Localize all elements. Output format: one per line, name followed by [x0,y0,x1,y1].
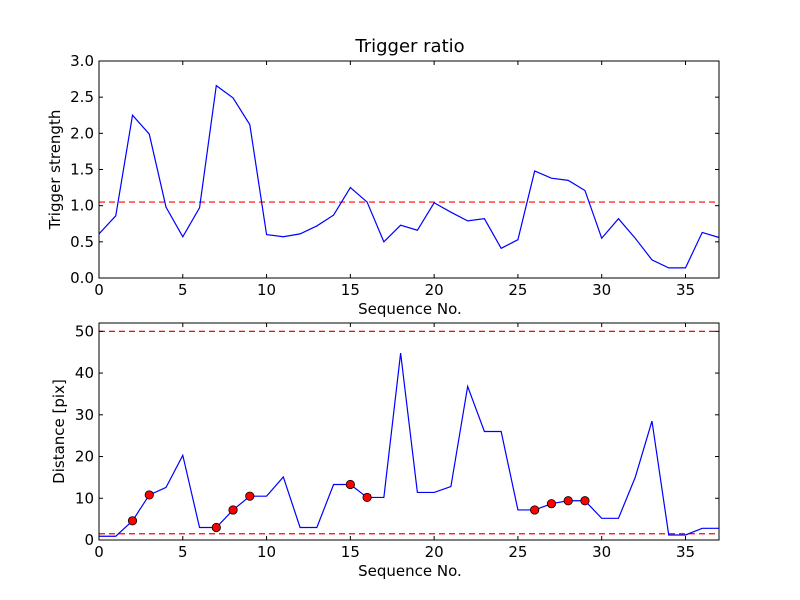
y-axis-label: Trigger strength [46,110,64,231]
y-tick-label: 2.5 [70,88,94,106]
x-tick-label: 20 [425,543,444,561]
y-tick-label: 0 [84,531,94,549]
x-tick-label: 5 [178,281,188,299]
distance-plot: 0 5 10 15 20 25 30 35 0 10 20 30 40 50 Sequence No. D… [50,322,720,580]
data-point-marker [563,496,573,506]
y-tick-label: 2.0 [70,124,94,142]
series-line [98,84,720,269]
trigger-ratio-axes-frame [98,60,720,279]
x-tick-label: 10 [257,543,276,561]
y-tick-label: 0.5 [70,233,94,251]
data-point-marker [127,516,138,526]
y-tick-label: 40 [75,364,94,382]
x-tick-label: 30 [592,281,611,299]
y-tick-label: 0.0 [70,269,94,287]
x-tick-label: 15 [341,281,360,299]
x-tick-label: 20 [425,281,444,299]
x-tick-label: 10 [257,281,276,299]
data-point-marker [211,522,221,533]
x-tick-label: 0 [94,281,104,299]
distance-axes-frame [98,322,720,541]
y-axis-label: Distance [pix] [50,379,68,484]
trigger-ratio-plot-content: 0 5 10 15 20 25 30 35 0.0 0.5 1.0 1.5 2.0 2.5 3.0 [70,52,720,299]
data-point-marker [245,491,255,501]
x-tick-label: 35 [676,543,695,561]
x-tick-label: 15 [341,543,360,561]
x-axis-label: Sequence No. [358,562,462,580]
x-tick-label: 25 [508,543,527,561]
data-point-marker [362,492,372,503]
y-tick-label: 50 [75,322,94,340]
y-tick-label: 20 [75,448,94,466]
data-point-marker [580,496,590,506]
x-tick-label: 0 [94,543,104,561]
distance-plot-content: 0 5 10 15 20 25 30 35 0 10 20 30 40 50 [75,322,719,561]
trigger-ratio-plot: Trigger ratio 0 5 10 15 20 25 30 35 0.0 0.5 1.0 1.5… [46,36,720,318]
x-axis-label: Sequence No. [358,300,462,318]
data-point-marker [546,499,557,509]
data-point-marker [228,505,238,515]
data-point-marker [530,505,540,515]
y-tick-label: 1.0 [70,197,94,215]
x-tick-label: 25 [508,281,527,299]
x-tick-label: 30 [592,543,611,561]
y-tick-label: 30 [75,406,94,424]
y-tick-label: 10 [75,489,94,507]
y-tick-label: 1.5 [70,161,94,179]
y-tick-label: 3.0 [70,52,94,70]
x-tick-label: 35 [676,281,695,299]
x-tick-label: 5 [178,543,188,561]
series-line [99,352,719,537]
chart-title: Trigger ratio [354,36,464,57]
data-point-marker [144,490,154,500]
data-point-marker [345,479,355,490]
